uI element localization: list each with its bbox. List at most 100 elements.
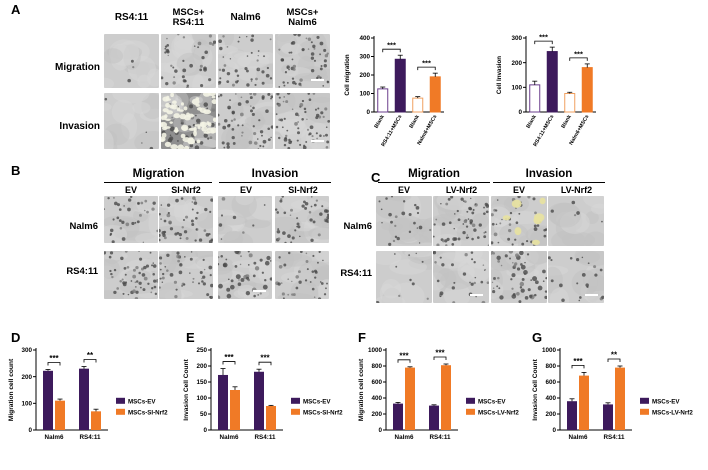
panel-label-d: D [11, 330, 21, 345]
significance-label: *** [260, 354, 270, 363]
micrograph-a-invasion-3 [275, 93, 330, 149]
x-tick-label: Blank [374, 114, 386, 130]
micrograph-c-rs411-2 [491, 251, 547, 303]
panel-label-g: G [532, 330, 543, 345]
y-tick-label: 0 [28, 427, 32, 434]
bar [266, 406, 276, 430]
b-sub-ev-2: EV [239, 185, 252, 195]
legend-label: MSCs-SI-Nrf2 [303, 409, 343, 416]
y-axis-label: Invasion Cell Count [532, 358, 539, 420]
b-row-nalm6: Nalm6 [69, 221, 98, 232]
bar [429, 76, 441, 113]
significance-bracket: *** [222, 353, 236, 365]
significance-bracket: *** [433, 349, 447, 360]
y-tick-label: 0 [552, 427, 556, 434]
y-tick-label: 100 [21, 401, 32, 408]
y-tick-label: 300 [511, 35, 522, 42]
bar [218, 374, 228, 430]
legend-label: MSCs-EV [128, 398, 156, 405]
y-tick-label: 1000 [542, 347, 557, 354]
significance-bracket: ** [607, 351, 621, 362]
b-group-migration: Migration [132, 168, 185, 180]
significance-label: *** [387, 41, 396, 50]
y-tick-label: 50 [200, 411, 208, 418]
y-axis: 0 100 200 300 [511, 35, 527, 116]
x-tick-label: Nalm6 [220, 434, 239, 441]
y-tick-label: 100 [359, 91, 370, 98]
bar [91, 411, 101, 430]
micrograph-b-nalm6-1 [159, 196, 213, 243]
panel-label-e: E [186, 330, 195, 345]
micrograph-a-invasion-0 [104, 93, 159, 149]
c-invasion-underline [493, 182, 605, 183]
legend-swatch [291, 397, 300, 404]
legend-label: MSCs-EV [652, 398, 680, 405]
bar [43, 370, 53, 430]
chart-e: 0 50 100 150 200 250 Invasion Cell Count Nalm6 *… [175, 340, 355, 465]
micrograph-c-nalm6-3 [548, 196, 604, 246]
micrograph-a-invasion-1 [161, 93, 216, 149]
y-tick-label: 200 [359, 72, 370, 79]
b-sub-ev-1: EV [124, 185, 137, 195]
bar [546, 51, 558, 113]
y-tick-label: 0 [366, 109, 370, 116]
a-row-migration: Migration [55, 62, 100, 73]
bar [393, 403, 403, 430]
micrograph-c-nalm6-1 [433, 196, 489, 246]
legend-label: MSCs-LV-Nrf2 [652, 409, 693, 416]
c-sub-ev-1: EV [397, 185, 410, 195]
y-axis: 0 100 200 300 [21, 347, 37, 434]
micrograph-a-migration-1 [161, 34, 216, 88]
y-tick-label: 0 [518, 109, 522, 116]
legend-swatch [640, 408, 649, 415]
micrograph-a-migration-3 [275, 34, 330, 88]
chart-f: 0 200 400 600 800 1000 Migration cell count Nal… [350, 340, 530, 465]
micrograph-b-nalm6-2 [218, 196, 272, 243]
x-tick-label: Blank [526, 114, 538, 130]
y-axis: 0 200 400 600 800 1000 [368, 347, 387, 434]
micrograph-c-rs411-0 [376, 251, 432, 303]
significance-label: *** [422, 59, 431, 68]
bar [55, 400, 65, 430]
legend-swatch [116, 397, 125, 404]
micrograph-a-invasion-2 [218, 93, 273, 149]
bar [567, 401, 577, 430]
y-axis-label: Invasion Cell Count [183, 358, 190, 420]
bar [405, 367, 415, 430]
significance-label: *** [49, 354, 59, 363]
significance-label: ** [611, 351, 618, 360]
chart-a-invasion: 0 100 200 300 Cell Invasion Blank RS4:11+MSCs B… [488, 28, 638, 156]
chart-d: 0 100 200 300 Migration cell count Nalm6 *** RS… [0, 340, 180, 465]
x-tick-label: RS4:11 [603, 434, 625, 441]
significance-label: *** [573, 357, 583, 366]
y-axis: 0 50 100 150 200 250 [196, 347, 212, 434]
significance-label: *** [399, 351, 409, 360]
y-tick-label: 150 [196, 379, 207, 386]
y-tick-label: 300 [21, 347, 32, 354]
bar [603, 404, 613, 430]
legend-swatch [466, 408, 475, 415]
y-axis-label: Migration cell count [358, 358, 365, 421]
y-tick-label: 400 [545, 395, 556, 402]
panel-label-c: C [371, 170, 381, 185]
y-tick-label: 250 [196, 347, 207, 354]
significance-bracket: *** [397, 351, 411, 363]
significance-bracket: *** [417, 59, 436, 71]
b-row-rs411: RS4:11 [66, 266, 98, 277]
a-col-rs411: RS4:11 [114, 12, 149, 23]
significance-label: ** [87, 351, 94, 360]
y-tick-label: 800 [545, 363, 556, 370]
micrograph-c-rs411-3 [548, 251, 604, 303]
c-migration-underline [378, 182, 490, 183]
b-sub-si-nrf2-2: SI-Nrf2 [288, 185, 318, 195]
x-tick-label: Nalm6 [569, 434, 588, 441]
y-tick-label: 200 [21, 374, 32, 381]
x-tick-label: Blank [409, 114, 421, 130]
y-tick-label: 1000 [368, 347, 383, 354]
bar [615, 367, 625, 430]
legend-item: MSCs-SI-Nrf2 [116, 408, 168, 416]
x-tick-label: RS4:11 [429, 434, 451, 441]
micrograph-b-rs411-0 [104, 251, 158, 299]
y-tick-label: 800 [371, 363, 382, 370]
significance-bracket: *** [534, 33, 553, 45]
